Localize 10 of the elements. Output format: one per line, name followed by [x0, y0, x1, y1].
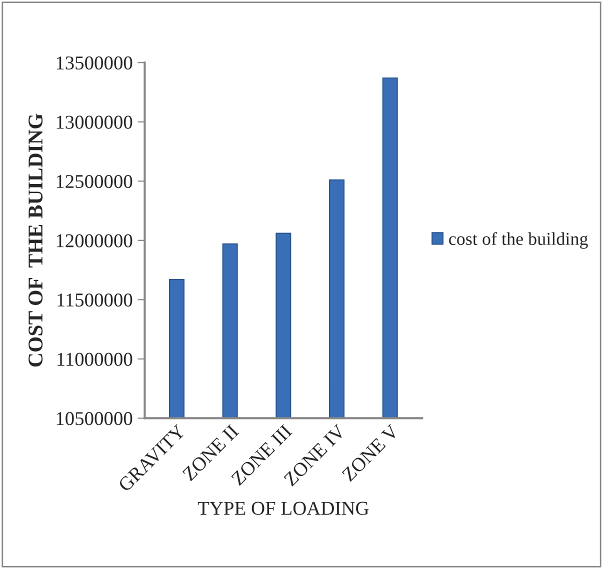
legend-label: cost of the building: [449, 232, 588, 249]
y-axis-title: COST OF THE BUILDING: [28, 114, 43, 367]
x-axis-title: TYPE OF LOADING: [198, 502, 369, 515]
y-tick-label: 12500000: [56, 174, 132, 188]
y-tick-label: 13500000: [56, 56, 132, 70]
y-tick-label: 11500000: [58, 293, 132, 307]
y-tick-label: 13000000: [56, 116, 132, 129]
y-tick-label: 12000000: [56, 234, 132, 248]
y-tick-label: 10500000: [56, 412, 132, 426]
y-tick-label: 11000000: [58, 352, 132, 366]
